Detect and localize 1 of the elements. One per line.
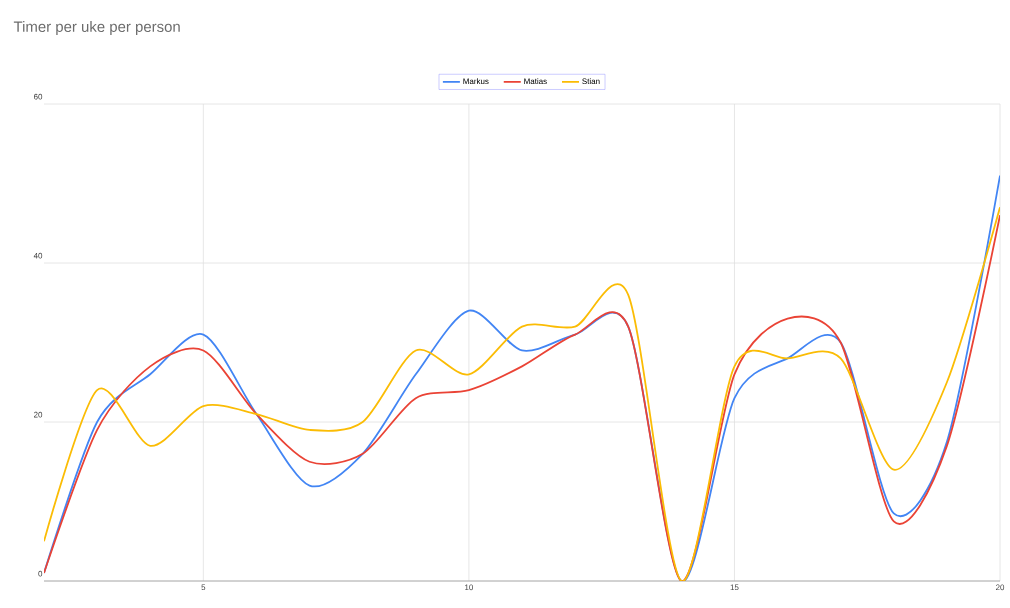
chart-title: Timer per uke per person (13, 21, 180, 35)
